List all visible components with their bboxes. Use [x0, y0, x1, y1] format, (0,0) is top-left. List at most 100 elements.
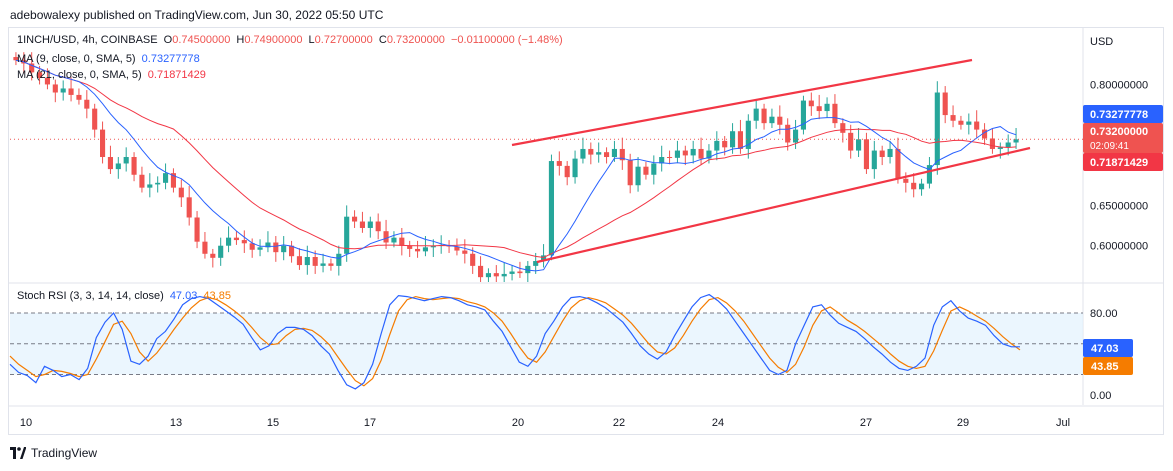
time-axis-label: 20 — [512, 417, 524, 429]
footer-brand-name: TradingView — [31, 446, 98, 460]
candle-body — [501, 273, 507, 277]
time-axis-label: 29 — [957, 417, 969, 429]
close-value: 0.73200000 — [386, 34, 445, 46]
candle-body — [509, 271, 515, 274]
candle-body — [824, 103, 830, 112]
time-axis-label: Jul — [1056, 417, 1070, 429]
candle-body — [950, 115, 956, 121]
candle-body — [674, 150, 680, 158]
candle-body — [336, 253, 342, 266]
time-axis-label: 27 — [860, 417, 872, 429]
candle-body — [115, 163, 121, 170]
candle-body — [478, 265, 484, 278]
candle-body — [131, 157, 137, 175]
chart-frame — [8, 27, 1164, 435]
candle-body — [895, 148, 901, 179]
candle-body — [517, 271, 523, 274]
candle-body — [422, 247, 428, 252]
candle-body — [926, 165, 932, 184]
candle-body — [533, 261, 539, 266]
candle-body — [580, 148, 586, 159]
stoch-axis-tick: 80.00 — [1090, 308, 1118, 320]
ma21-label: MA (21, close, 0, SMA, 5) — [17, 69, 142, 81]
stoch-axis-tick: 0.00 — [1090, 390, 1111, 402]
candle-body — [407, 245, 413, 249]
symbol-legend: 1INCH/USD, 4h, COINBASE O0.74500000 H0.7… — [17, 34, 566, 46]
candle-body — [730, 131, 736, 148]
candle-body — [714, 140, 720, 151]
stoch-legend[interactable]: Stoch RSI (3, 3, 14, 14, close) 47.03 43… — [17, 290, 234, 302]
candle-body — [257, 247, 263, 250]
candle-body — [903, 178, 909, 183]
candle-body — [706, 150, 712, 159]
ma9-value: 0.73277778 — [141, 53, 200, 65]
price-axis-tick: 0.80000000 — [1090, 79, 1148, 91]
candle-body — [737, 131, 743, 149]
ma21-line — [15, 59, 1017, 259]
candle-body — [911, 182, 917, 190]
candle-body — [1005, 142, 1011, 148]
candle-body — [281, 245, 287, 253]
ma21-price-badge-text: 0.71871429 — [1090, 157, 1148, 169]
time-axis-label: 22 — [613, 417, 625, 429]
candle-body — [170, 173, 176, 188]
candle-body — [233, 237, 239, 241]
ma21-legend[interactable]: MA (21, close, 0, SMA, 5) 0.71871429 — [17, 69, 209, 81]
candle-body — [37, 72, 43, 78]
price-axis-currency: USD — [1090, 36, 1113, 48]
stoch-d-value: 43.85 — [203, 290, 231, 302]
candle-body — [312, 257, 318, 266]
change-value: −0.01100000 (−1.48%) — [451, 34, 563, 46]
ma9-legend[interactable]: MA (9, close, 0, SMA, 5) 0.73277778 — [17, 53, 203, 65]
candle-body — [493, 273, 499, 277]
candle-body — [289, 245, 295, 257]
candle-body — [682, 150, 688, 156]
candle-body — [60, 88, 66, 93]
time-axis-label: 24 — [712, 417, 724, 429]
ma9-label: MA (9, close, 0, SMA, 5) — [17, 53, 136, 65]
candle-body — [934, 92, 940, 166]
candle-body — [367, 221, 373, 228]
candle-body — [982, 129, 988, 139]
stoch-d-line — [9, 295, 1021, 387]
candle-body — [485, 273, 491, 278]
candle-body — [430, 245, 436, 248]
channel-upper-line — [511, 58, 973, 147]
candle-body — [556, 161, 562, 166]
candle-body — [462, 250, 468, 254]
candle-body — [241, 240, 247, 244]
candle-body — [966, 121, 972, 125]
candle-body — [832, 103, 838, 124]
candle-body — [997, 147, 1003, 149]
candle-body — [863, 139, 869, 170]
candle-body — [13, 57, 19, 61]
candle-body — [218, 245, 224, 258]
candle-body — [155, 182, 161, 185]
candle-body — [588, 148, 594, 155]
candle-body — [974, 121, 980, 130]
tradingview-logo-icon — [10, 447, 27, 459]
open-label: O — [163, 34, 173, 46]
footer-brand[interactable]: TradingView — [10, 446, 97, 460]
candle-body — [107, 157, 113, 170]
candle-body — [296, 256, 302, 266]
candle-body — [745, 120, 751, 149]
price-axis-tick: 0.60000000 — [1090, 241, 1148, 253]
candle-body — [320, 263, 326, 266]
time-axis-label: 10 — [20, 417, 32, 429]
candle-body — [777, 116, 783, 125]
candle-body — [344, 216, 350, 254]
candle-body — [619, 148, 625, 161]
candle-body — [698, 148, 704, 159]
candle-body — [273, 242, 279, 253]
candle-body — [68, 88, 74, 95]
time-axis-label: 17 — [364, 417, 376, 429]
low-label: L — [308, 34, 315, 46]
candle-body — [76, 94, 82, 100]
candle-body — [383, 231, 389, 243]
candle-body — [793, 129, 799, 143]
candle-body — [871, 150, 877, 170]
candle-body — [100, 129, 106, 158]
price-axis-tick: 0.65000000 — [1090, 200, 1148, 212]
